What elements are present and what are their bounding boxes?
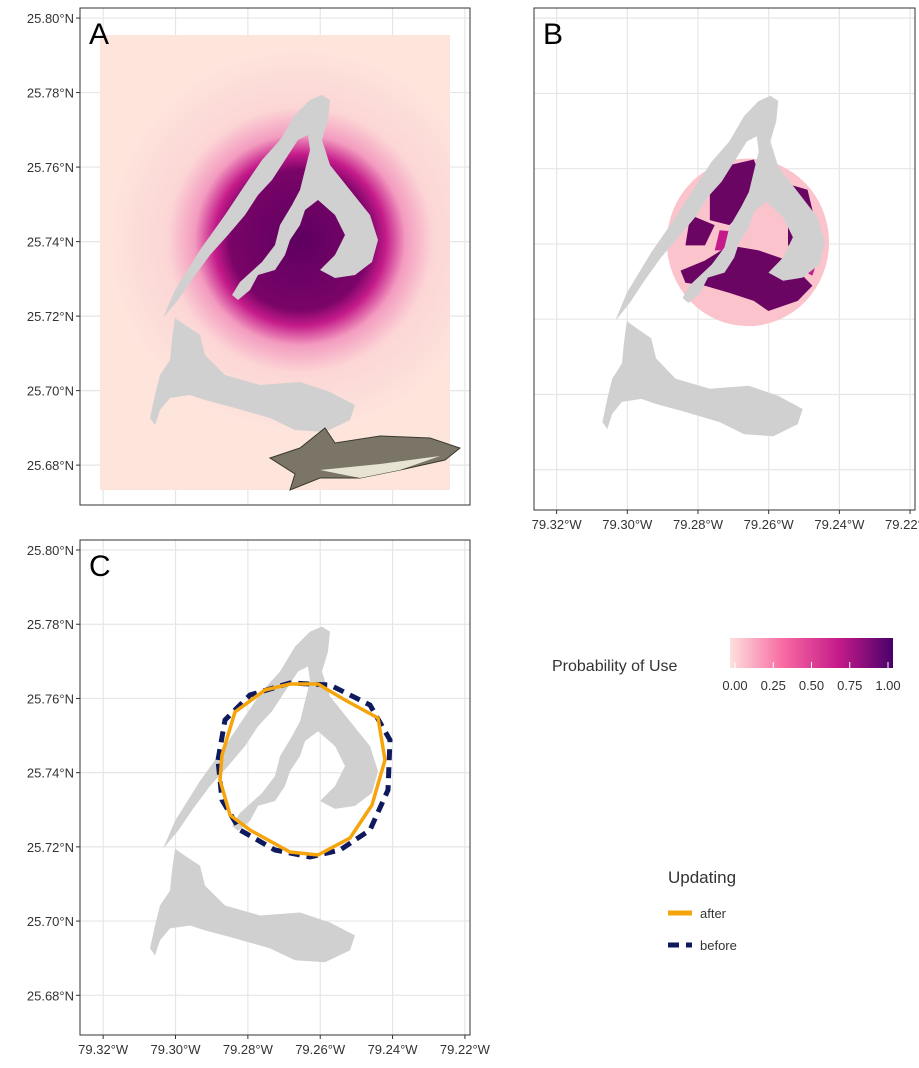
colorbar-tick-label: 0.25 <box>761 678 786 693</box>
y-tick-label: 25.68°N <box>27 458 74 473</box>
map-panel: 25.68°N 25.70°N 25.72°N 25.74°N 25.76°N 25.78… <box>27 8 470 505</box>
colorbar-tick-label: 0.75 <box>837 678 862 693</box>
colorbar-tick-label: 1.00 <box>875 678 900 693</box>
x-tick-label: 79.26°W <box>295 1042 346 1057</box>
x-tick-label: 79.22°W <box>885 517 919 532</box>
x-tick-label: 79.30°W <box>151 1042 202 1057</box>
x-tick-label: 79.28°W <box>673 517 724 532</box>
x-tick-label: 79.30°W <box>602 517 653 532</box>
panel-label: B <box>543 18 563 51</box>
y-tick-label: 25.70°N <box>27 914 74 929</box>
panel-label: C <box>89 550 111 583</box>
x-tick-label: 79.32°W <box>78 1042 129 1057</box>
y-tick-label: 25.78°N <box>27 617 74 632</box>
x-tick-label: 79.24°W <box>814 517 865 532</box>
legend-label: after <box>700 906 727 921</box>
figure: 25.68°N 25.70°N 25.72°N 25.74°N 25.76°N 25.78… <box>0 0 919 1063</box>
y-tick-label: 25.76°N <box>27 160 74 175</box>
y-tick-label: 25.80°N <box>27 543 74 558</box>
y-tick-label: 25.74°N <box>27 235 74 250</box>
colorbar-tick-label: 0.00 <box>722 678 747 693</box>
colorbar-legend: Probability of Use 0.00 0.25 0.50 0.75 1.00 <box>552 638 901 693</box>
map-panel: 25.68°N 25.70°N 25.72°N 25.74°N 25.76°N 25.78… <box>27 540 491 1057</box>
y-tick-label: 25.72°N <box>27 309 74 324</box>
updating-legend: Updating after before <box>668 868 737 953</box>
x-tick-label: 79.26°W <box>744 517 795 532</box>
legend-label: before <box>700 938 737 953</box>
y-tick-label: 25.76°N <box>27 691 74 706</box>
y-tick-label: 25.70°N <box>27 384 74 399</box>
y-tick-label: 25.68°N <box>27 988 74 1003</box>
legend-title: Updating <box>668 868 736 887</box>
x-tick-label: 79.28°W <box>223 1042 274 1057</box>
y-tick-label: 25.74°N <box>27 766 74 781</box>
y-tick-label: 25.80°N <box>27 11 74 26</box>
x-tick-label: 79.22°W <box>440 1042 491 1057</box>
map-content <box>100 35 460 490</box>
colorbar-tick-label: 0.50 <box>799 678 824 693</box>
x-tick-label: 79.32°W <box>532 517 583 532</box>
panel-label: A <box>89 18 109 51</box>
y-tick-label: 25.72°N <box>27 840 74 855</box>
map-panel: 79.32°W 79.30°W 79.28°W 79.26°W 79.24°W 79.22… <box>532 8 919 532</box>
y-tick-label: 25.78°N <box>27 86 74 101</box>
panels: 25.68°N 25.70°N 25.72°N 25.74°N 25.76°N 25.78… <box>27 8 919 1057</box>
x-tick-label: 79.24°W <box>368 1042 419 1057</box>
colorbar-title: Probability of Use <box>552 658 677 675</box>
